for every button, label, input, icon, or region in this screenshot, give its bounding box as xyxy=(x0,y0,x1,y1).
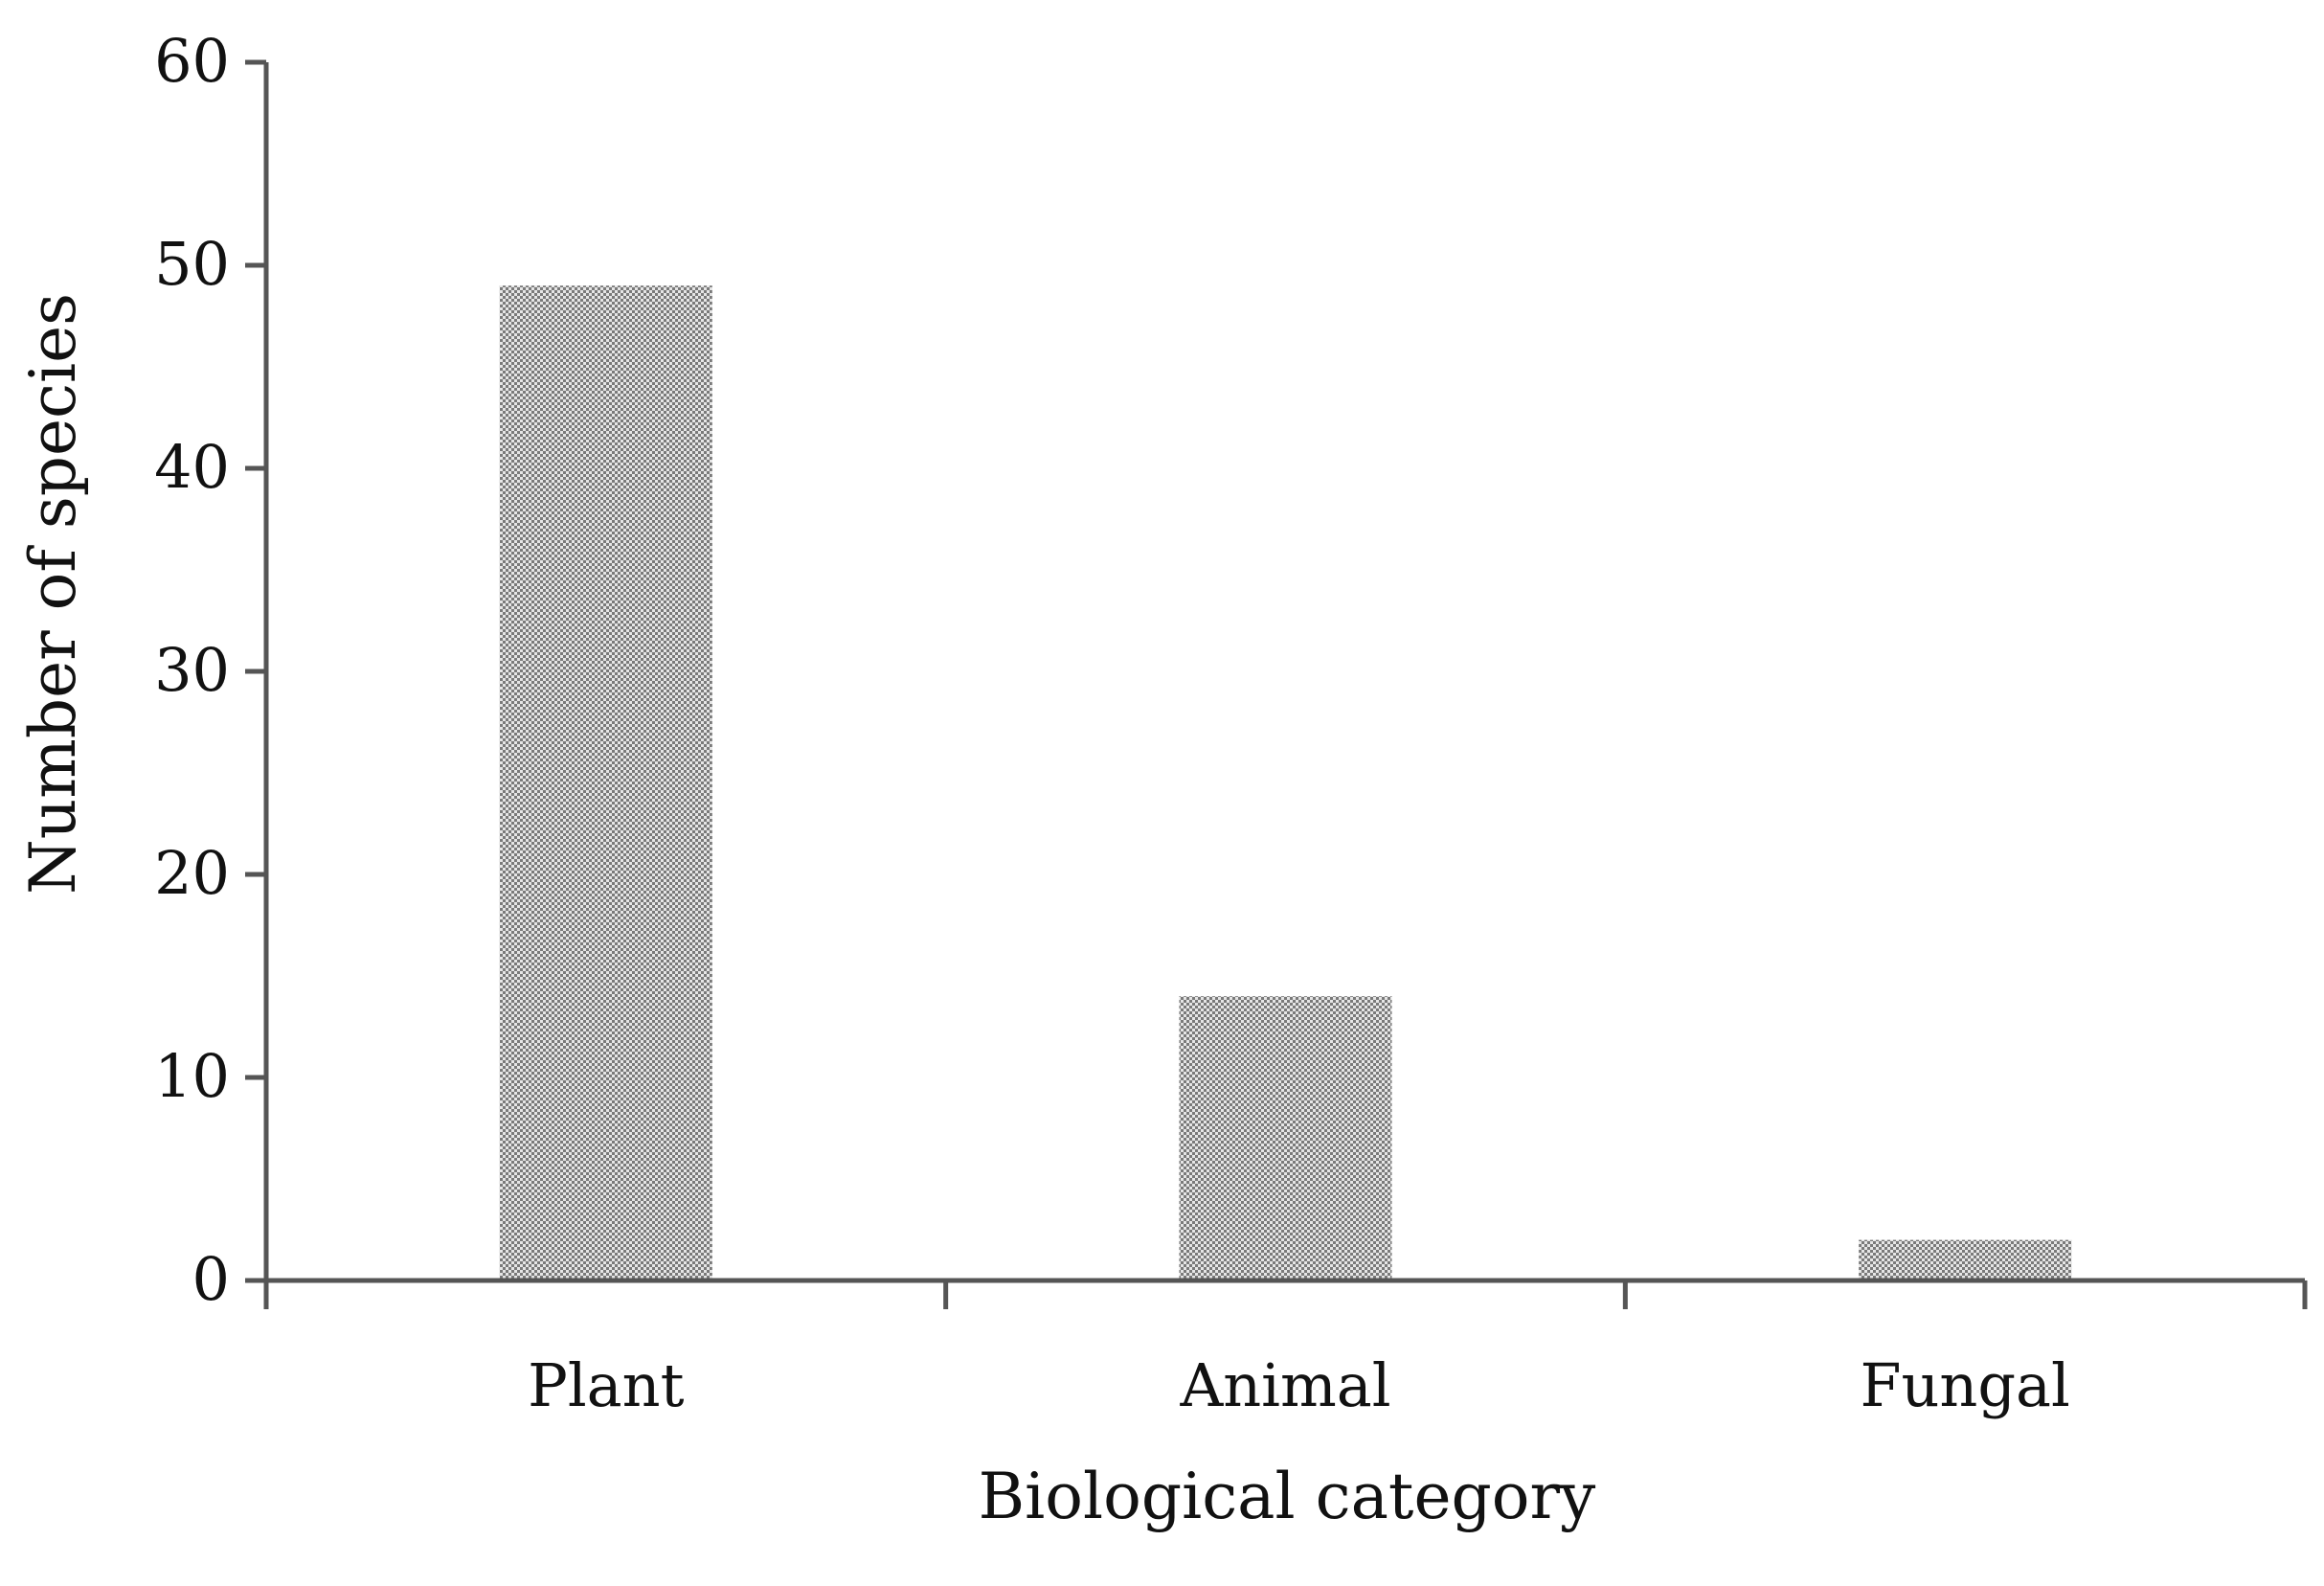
bar-animal xyxy=(1179,996,1392,1280)
bar-plant xyxy=(499,285,712,1281)
x-tick-label-plant: Plant xyxy=(528,1350,684,1420)
axes-group xyxy=(245,59,2308,1309)
x-tick-label-fungal: Fungal xyxy=(1860,1350,2069,1420)
y-axis-title: Number of species xyxy=(16,293,90,895)
y-tick-label: 50 xyxy=(154,229,230,299)
y-tick-label: 0 xyxy=(192,1244,230,1314)
bar-fungal xyxy=(1859,1239,2072,1280)
x-axis-title: Biological category xyxy=(979,1460,1596,1533)
labels-group: 0 10 20 30 40 50 60 Plant Animal Fungal xyxy=(154,26,2070,1420)
x-tick-label-animal: Animal xyxy=(1179,1350,1390,1420)
bars-group xyxy=(499,285,2072,1281)
y-tick-label: 20 xyxy=(154,838,230,908)
y-tick-label: 60 xyxy=(154,26,230,96)
y-tick-label: 40 xyxy=(154,432,230,502)
y-tick-label: 10 xyxy=(154,1041,230,1111)
y-tick-label: 30 xyxy=(154,635,230,705)
